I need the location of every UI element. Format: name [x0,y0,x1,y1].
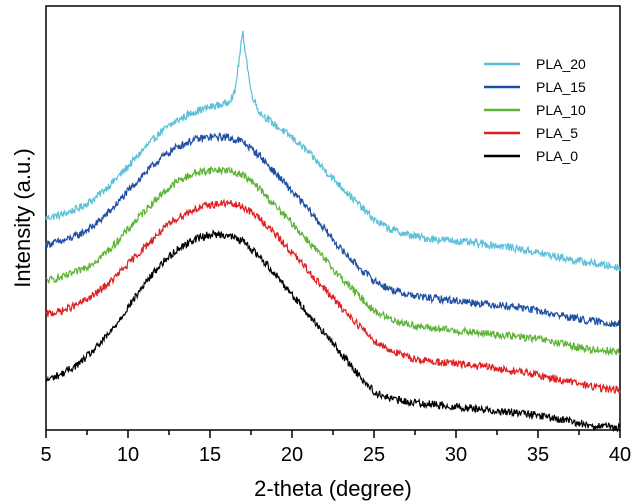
x-tick-label: 30 [445,444,467,466]
plot-frame [45,5,621,431]
x-axis-ticks: 5 10 15 20 25 30 35 40 [40,430,631,466]
x-tick-label: 10 [117,444,139,466]
y-axis-title: Intensity (a.u.) [10,148,35,287]
series-line-pla-5 [45,198,621,395]
x-tick-label: 15 [199,444,221,466]
x-tick-label: 35 [527,444,549,466]
series-line-pla-0 [45,229,621,433]
x-tick-label: 25 [363,444,385,466]
legend-label: PLA_20 [536,56,586,72]
series-line-pla-10 [45,165,621,357]
x-tick-label: 40 [609,444,631,466]
legend-label: PLA_15 [536,79,586,95]
x-tick-label: 20 [281,444,303,466]
legend-label: PLA_10 [536,102,586,118]
series-line-pla-20 [45,30,621,272]
x-axis-title: 2-theta (degree) [254,476,412,501]
series-line-pla-15 [45,132,621,328]
legend-label: PLA_0 [536,148,578,164]
legend: PLA_20 PLA_15 PLA_10 PLA_5 PLA_0 [484,56,586,164]
x-tick-label: 5 [40,444,51,466]
series-layer [45,30,621,433]
legend-label: PLA_5 [536,125,578,141]
